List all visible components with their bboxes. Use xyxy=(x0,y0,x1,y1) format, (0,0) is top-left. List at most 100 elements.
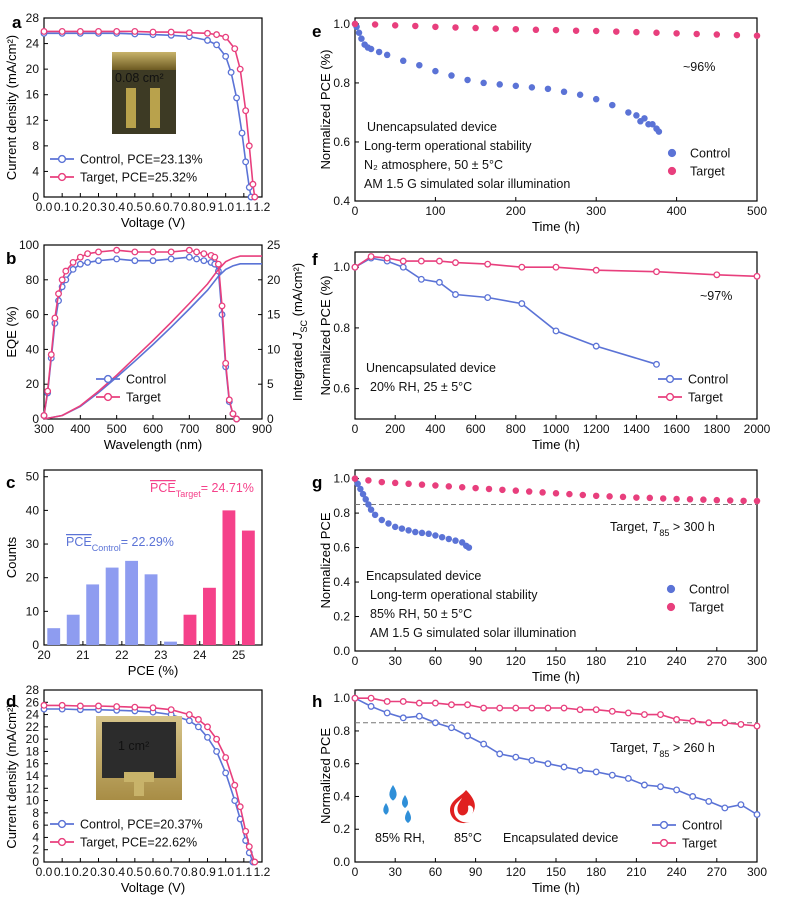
x-tick-label-d: 0.1 xyxy=(54,865,71,879)
y-tick-label-c: 0 xyxy=(32,638,39,652)
data-point-h xyxy=(512,753,520,761)
y-tick-label-a: 28 xyxy=(26,11,40,25)
x-axis-label-g: Time (h) xyxy=(532,669,580,684)
y-tick-label-g: 0.0 xyxy=(333,644,350,658)
x-tick-label-a: 0.4 xyxy=(108,200,125,214)
x-tick-label-c: 22 xyxy=(115,648,129,662)
data-point-g xyxy=(726,497,734,504)
data-point-h xyxy=(448,724,455,732)
legend-label-target: Target xyxy=(682,837,717,851)
data-point-g xyxy=(362,496,369,503)
x-tick-label-b: 900 xyxy=(252,422,272,436)
x-tick-label-h: 0 xyxy=(352,865,359,879)
data-point-e xyxy=(452,24,459,31)
x-tick-label-a: 0.0 xyxy=(36,200,53,214)
data-point-b xyxy=(167,255,175,263)
y-axis-label-e: Normalized PCE (%) xyxy=(318,50,333,170)
y-tick-label-a: 0 xyxy=(32,190,39,204)
x-tick-label-f: 800 xyxy=(506,422,526,436)
y2-tick-label-b: 5 xyxy=(267,377,274,391)
x-tick-label-h: 300 xyxy=(747,865,767,879)
data-point-a xyxy=(40,27,48,35)
x-tick-label-d: 0.8 xyxy=(181,865,198,879)
y-tick-label-g: 0.4 xyxy=(333,575,350,589)
x-tick-label-b: 600 xyxy=(143,422,163,436)
bar-control xyxy=(144,574,158,645)
data-point-e xyxy=(355,29,363,37)
data-point-e xyxy=(399,57,407,65)
legend-marker xyxy=(659,820,669,830)
data-point-b xyxy=(40,412,48,419)
data-point-e xyxy=(613,28,620,35)
data-point-e xyxy=(552,26,560,34)
data-point-f xyxy=(417,257,425,265)
x-tick-label-e: 300 xyxy=(586,204,606,218)
data-point-b xyxy=(233,415,241,423)
data-point-b xyxy=(200,250,208,258)
data-point-e xyxy=(532,26,540,34)
x-tick-label-h: 270 xyxy=(707,865,727,879)
data-point-h xyxy=(383,698,391,705)
y2-axis-label-part: J xyxy=(290,332,305,340)
data-point-b xyxy=(95,257,102,265)
y-tick-label-d: 26 xyxy=(26,695,40,709)
water-drop-icon xyxy=(405,810,411,823)
y-axis-label-f: Normalized PCE (%) xyxy=(318,276,333,396)
data-point-b xyxy=(131,257,139,265)
data-point-b xyxy=(229,410,237,418)
x-tick-label-h: 90 xyxy=(469,865,483,879)
data-point-g xyxy=(371,511,379,519)
data-point-h xyxy=(560,763,568,771)
y-tick-label-e: 1.0 xyxy=(333,17,350,31)
y-axis-label-b: EQE (%) xyxy=(4,306,19,357)
bar-control xyxy=(86,584,100,645)
data-point-h xyxy=(544,760,552,768)
y-axis-label-h: Normalized PCE xyxy=(318,728,333,824)
data-point-h xyxy=(448,701,455,709)
data-point-b xyxy=(95,248,102,256)
label-device-type: Encapsulated device xyxy=(503,831,618,845)
data-point-f xyxy=(653,268,660,276)
data-point-g xyxy=(512,487,520,494)
annotation-t85-g: Target, T85 > 300 h xyxy=(610,520,715,538)
x-tick-label-d: 0.4 xyxy=(108,865,125,879)
y-tick-label-h: 0.8 xyxy=(333,724,350,738)
y2-tick-label-b: 15 xyxy=(267,308,281,322)
data-point-g xyxy=(552,490,560,497)
y2-tick-label-b: 20 xyxy=(267,273,281,287)
bar-control xyxy=(105,567,119,645)
legend-marker xyxy=(667,166,677,176)
y-tick-label-c: 20 xyxy=(26,571,40,585)
electrode-strip xyxy=(150,88,160,128)
bar-control xyxy=(47,628,61,645)
y2-axis-label-part: Integrated xyxy=(290,339,305,401)
data-point-h xyxy=(737,720,745,728)
data-point-g xyxy=(398,525,406,532)
data-point-g xyxy=(418,529,426,537)
data-point-b xyxy=(76,260,84,268)
y-tick-label-f: 1.0 xyxy=(333,260,350,274)
data-point-e xyxy=(480,79,487,87)
data-point-e xyxy=(576,91,584,98)
x-axis-label-c: PCE (%) xyxy=(128,663,179,678)
data-point-a xyxy=(236,65,244,73)
data-point-a xyxy=(222,52,230,60)
data-point-g xyxy=(438,533,446,541)
data-point-e xyxy=(653,29,660,37)
legend-marker xyxy=(667,148,677,158)
data-point-h xyxy=(657,711,664,719)
text-note-g: Encapsulated device xyxy=(366,569,481,583)
y-tick-label-b: 80 xyxy=(26,273,40,287)
data-point-g xyxy=(458,483,466,491)
x-tick-label-h: 210 xyxy=(626,865,646,879)
series-line-h-target xyxy=(355,697,758,727)
bar-control xyxy=(66,614,80,645)
x-tick-label-g: 150 xyxy=(546,654,566,668)
legend-marker xyxy=(57,154,67,164)
data-point-g xyxy=(354,480,361,488)
y-tick-label-d: 18 xyxy=(26,744,40,758)
data-point-h xyxy=(592,768,600,776)
x-tick-label-h: 60 xyxy=(429,865,443,879)
data-point-g xyxy=(646,494,654,502)
